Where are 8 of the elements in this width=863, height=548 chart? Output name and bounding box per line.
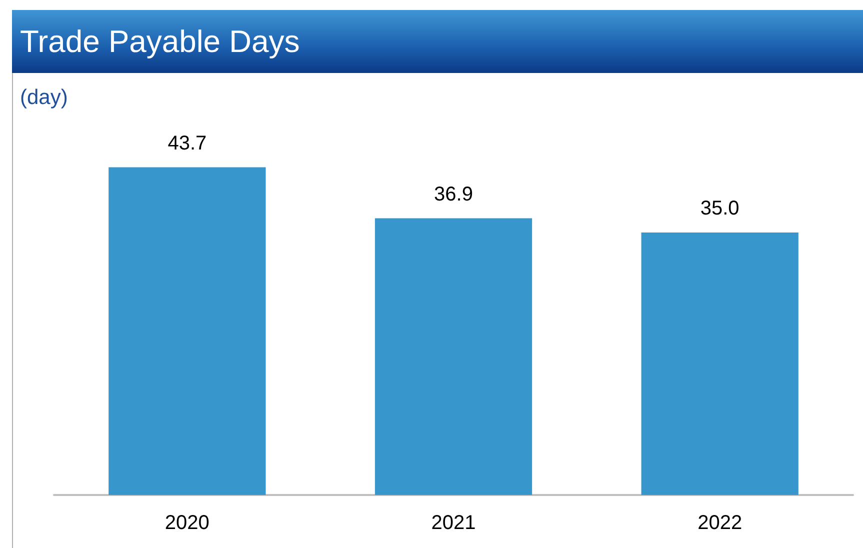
x-tick-label: 2021 [431,512,476,534]
x-tick-label: 2020 [164,512,210,534]
data-label: 43.7 [168,132,207,154]
data-label: 36.9 [434,183,473,206]
chart-title: Trade Payable Days [12,10,863,73]
data-label: 35.0 [700,198,740,220]
x-tick-label: 2022 [698,512,742,534]
y-axis-title: (day) [20,86,68,110]
